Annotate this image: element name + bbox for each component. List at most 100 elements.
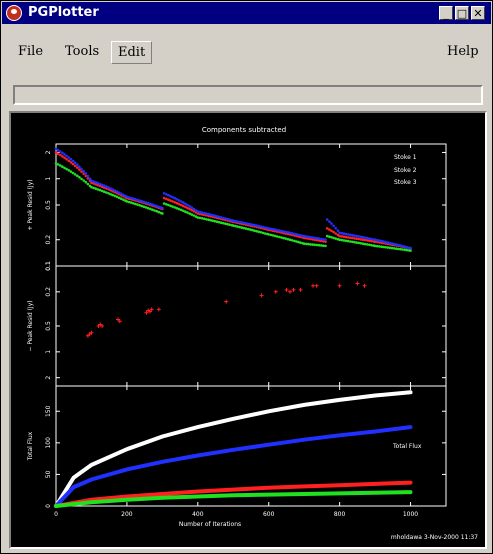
pos-resid-point-s2 bbox=[214, 220, 217, 223]
y-tick-flux-150: 150 bbox=[45, 405, 52, 417]
pos-resid-point-s1 bbox=[347, 236, 350, 239]
pos-resid-point-s3 bbox=[260, 225, 263, 228]
x-tick-label-0: 0 bbox=[54, 511, 58, 518]
y-label-flux: Total Flux bbox=[27, 431, 34, 461]
neg-resid-point bbox=[315, 284, 319, 288]
pos-resid-point-s3 bbox=[307, 236, 310, 239]
neg-resid-point bbox=[260, 293, 264, 297]
pos-resid-point-s2 bbox=[82, 179, 85, 182]
pos-resid-point-s3 bbox=[74, 161, 77, 164]
plot-canvas[interactable]: Components subtracted 0 200 400 600 800 10002… bbox=[10, 112, 480, 542]
y-tick-pos-1: 1 bbox=[45, 177, 52, 181]
pos-resid-point-s1 bbox=[63, 157, 66, 160]
pos-resid-point-s3 bbox=[222, 217, 225, 220]
pos-resid-point-s1 bbox=[362, 238, 365, 241]
pos-resid-point-s1 bbox=[338, 235, 341, 238]
pos-resid-point-s3 bbox=[330, 222, 333, 225]
neg-resid-point bbox=[299, 288, 303, 292]
pos-resid-point-s2 bbox=[362, 242, 365, 245]
pos-resid-point-s3 bbox=[128, 196, 131, 199]
x-axis-label: Number of Iterations bbox=[179, 521, 241, 528]
pos-resid-point-s2 bbox=[409, 249, 412, 252]
close-icon[interactable]: ✕ bbox=[471, 6, 485, 20]
pos-resid-point-s2 bbox=[324, 245, 327, 248]
y-tick-neg-0.2: 0.2 bbox=[45, 287, 52, 297]
pos-resid-point-s3 bbox=[353, 234, 356, 237]
menu-bar: File Tools Edit Help bbox=[7, 37, 487, 65]
app-icon[interactable] bbox=[6, 5, 22, 21]
pos-resid-point-s3 bbox=[299, 234, 302, 237]
pos-resid-point-s3 bbox=[68, 156, 71, 159]
pos-resid-point-s2 bbox=[276, 235, 279, 238]
legend-stoke-1: Stoke 1 bbox=[394, 154, 417, 161]
pos-resid-point-s3 bbox=[253, 224, 256, 227]
pos-resid-point-s1 bbox=[326, 227, 329, 230]
pos-resid-point-s3 bbox=[393, 243, 396, 246]
pos-resid-point-s1 bbox=[80, 170, 83, 173]
pos-resid-point-s1 bbox=[65, 158, 68, 161]
pos-resid-point-s3 bbox=[370, 238, 373, 241]
pos-resid-point-s1 bbox=[353, 237, 356, 240]
pos-resid-point-s2 bbox=[78, 176, 81, 179]
minimize-icon[interactable]: _ bbox=[439, 6, 453, 20]
neg-resid-point bbox=[288, 290, 292, 294]
pos-resid-point-s2 bbox=[370, 244, 373, 247]
pos-resid-point-s2 bbox=[87, 183, 90, 186]
pos-resid-point-s3 bbox=[378, 239, 381, 242]
pos-resid-point-s3 bbox=[236, 220, 239, 223]
pos-resid-point-s3 bbox=[61, 152, 64, 155]
pos-resid-point-s3 bbox=[322, 238, 325, 241]
pos-resid-point-s3 bbox=[409, 247, 412, 250]
pos-resid-point-s2 bbox=[65, 168, 68, 171]
pos-resid-point-s3 bbox=[276, 229, 279, 232]
pos-resid-point-s3 bbox=[120, 192, 123, 195]
neg-resid-point bbox=[285, 288, 289, 292]
pos-resid-point-s2 bbox=[222, 222, 225, 225]
pos-resid-point-s3 bbox=[332, 225, 335, 228]
panel-neg-resid-frame bbox=[56, 266, 446, 386]
pos-resid-point-s3 bbox=[205, 212, 208, 215]
menu-help[interactable]: Help bbox=[441, 41, 485, 62]
x-tick-label-1000: 1000 bbox=[403, 511, 418, 518]
pos-resid-point-s2 bbox=[245, 227, 248, 230]
menu-tools[interactable]: Tools bbox=[59, 41, 105, 62]
menu-edit[interactable]: Edit bbox=[111, 41, 152, 64]
y-tick-flux-50: 50 bbox=[45, 470, 52, 478]
total-flux-annotation: Total Flux bbox=[392, 443, 422, 450]
pos-resid-point-s3 bbox=[334, 227, 337, 230]
pos-resid-point-s3 bbox=[57, 149, 60, 152]
title-bar[interactable]: PGPlotter _ □ ✕ bbox=[2, 2, 491, 24]
pos-resid-point-s2 bbox=[260, 231, 263, 234]
total-flux-line-stoke-2 bbox=[56, 492, 411, 506]
pos-resid-point-s3 bbox=[136, 199, 139, 202]
pos-resid-point-s2 bbox=[85, 181, 88, 184]
pos-resid-point-s2 bbox=[128, 201, 131, 204]
pos-resid-point-s2 bbox=[74, 173, 77, 176]
pos-resid-point-s2 bbox=[353, 241, 356, 244]
pos-resid-point-s3 bbox=[362, 236, 365, 239]
legend-stoke-3: Stoke 3 bbox=[394, 179, 417, 186]
menu-file[interactable]: File bbox=[12, 41, 49, 62]
x-tick-label-800: 800 bbox=[334, 511, 346, 518]
pos-resid-point-s2 bbox=[393, 247, 396, 250]
pos-resid-point-s2 bbox=[236, 225, 239, 228]
pos-resid-point-s3 bbox=[324, 238, 327, 241]
y-tick-pos-0.2: 0.2 bbox=[45, 235, 52, 245]
y-tick-flux-100: 100 bbox=[45, 437, 52, 449]
pos-resid-point-s3 bbox=[245, 222, 248, 225]
maximize-icon[interactable]: □ bbox=[455, 6, 469, 20]
pos-resid-point-s2 bbox=[76, 175, 79, 178]
pos-resid-point-s2 bbox=[322, 244, 325, 247]
pos-resid-point-s1 bbox=[57, 152, 60, 155]
y-label-neg: − Peak Resid (Jy) bbox=[27, 300, 34, 351]
pos-resid-point-s3 bbox=[199, 211, 202, 214]
pos-resid-point-s3 bbox=[291, 232, 294, 235]
plot-footer: mholdawa 3-Nov-2000 11:37 bbox=[391, 534, 478, 541]
pos-resid-point-s3 bbox=[76, 163, 79, 166]
x-tick-label-600: 600 bbox=[263, 511, 275, 518]
pos-resid-point-s2 bbox=[57, 163, 60, 166]
pos-resid-point-s2 bbox=[143, 205, 146, 208]
neg-resid-point bbox=[292, 288, 296, 292]
pos-resid-point-s2 bbox=[284, 237, 287, 240]
pos-resid-point-s3 bbox=[214, 214, 217, 217]
